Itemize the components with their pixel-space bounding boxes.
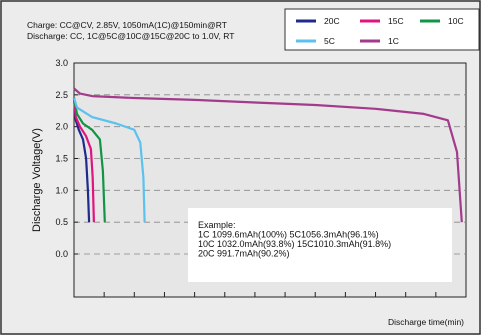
y-axis-label: Discharge Voltage(V) [31,128,43,232]
annotation-line: 1C 1099.6mAh(100%) 5C1056.3mAh(96.1%) [198,230,379,240]
legend-label-5c: 5C [324,36,335,46]
annotation-box [188,208,452,282]
series-line-5c [72,97,146,223]
legend-label-10c: 10C [448,16,464,26]
y-tick-label: 2.5 [55,90,68,100]
annotation-line: 10C 1032.0mAh(93.8%) 15C1010.3mAh(91.8%) [198,239,391,249]
y-axis-ticks: 3.0 2.5 2.0 1.5 1.0 0.5 0.0 [55,58,78,259]
x-axis-ticks [73,292,467,297]
legend-label-1c: 1C [388,36,399,46]
series-line-1c [73,87,463,223]
series-lines [72,87,463,223]
series-line-20c [72,97,91,223]
annotation-line: Example: [198,220,236,230]
discharge-condition-text: Discharge: CC, 1C@5C@10C@15C@20C to 1.0V… [27,31,234,41]
legend-box [284,8,480,51]
annotation: Example:1C 1099.6mAh(100%) 5C1056.3mAh(9… [198,220,391,259]
y-tick-label: 1.0 [55,185,68,195]
legend: 20C 15C 10C 5C 1C [296,16,464,46]
y-tick-label: 3.0 [55,58,68,68]
legend-label-20c: 20C [324,16,340,26]
y-tick-label: 0.0 [55,249,68,259]
y-tick-label: 0.5 [55,217,68,227]
series-line-15c [72,97,95,223]
series-line-10c [72,97,106,223]
legend-label-15c: 15C [388,16,404,26]
y-tick-label: 1.5 [55,154,68,164]
charge-condition-text: Charge: CC@CV, 2.85V, 1050mA(1C)@150min@… [27,20,227,30]
x-axis-label: Discharge time(min) [388,317,464,327]
annotation-line: 20C 991.7mAh(90.2%) [198,249,290,259]
y-tick-label: 2.0 [55,122,68,132]
